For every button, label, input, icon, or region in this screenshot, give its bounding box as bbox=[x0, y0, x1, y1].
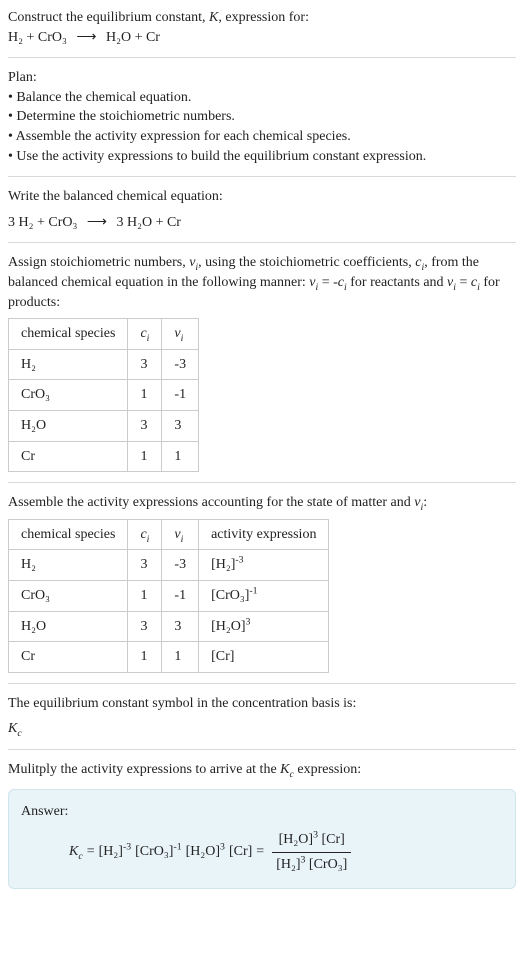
numerator: [H₂O]3 [Cr] bbox=[275, 830, 349, 852]
eq-left: H₂ + CrO₃ bbox=[8, 30, 67, 45]
cell: 3 bbox=[128, 410, 162, 441]
stoich-table-1: chemical species ci νi H₂ 3 -3 CrO₃ 1 -1… bbox=[8, 318, 199, 472]
equals: = bbox=[87, 842, 95, 862]
cell: 1 bbox=[128, 642, 162, 673]
table-row: H₂ 3 -3 [H₂]-3 bbox=[9, 550, 329, 581]
unbalanced-equation: H₂ + CrO₃ ⟶ H₂O + Cr bbox=[8, 28, 516, 48]
balanced-label: Write the balanced chemical equation: bbox=[8, 187, 516, 207]
cell: 1 bbox=[128, 441, 162, 472]
cell: -3 bbox=[162, 349, 199, 380]
balanced-equation: 3 H₂ + CrO₃ ⟶ 3 H₂O + Cr bbox=[8, 213, 516, 233]
arrow-icon: ⟶ bbox=[81, 213, 113, 233]
table-row: Cr 1 1 [Cr] bbox=[9, 642, 329, 673]
term: [CrO₃]-1 bbox=[135, 842, 182, 862]
kc-sub: c bbox=[17, 728, 21, 739]
cell: H₂O bbox=[9, 611, 128, 642]
fraction: [H₂O]3 [Cr] [H₂]3 [CrO₃] bbox=[272, 830, 351, 874]
cell: [CrO₃]-1 bbox=[199, 580, 329, 611]
cell: 3 bbox=[162, 410, 199, 441]
col-header: νi bbox=[162, 519, 199, 550]
cell: H₂ bbox=[9, 550, 128, 581]
table-row: H₂ 3 -3 bbox=[9, 349, 199, 380]
table-row: chemical species ci νi activity expressi… bbox=[9, 519, 329, 550]
eq-left: 3 H₂ + CrO₃ bbox=[8, 215, 77, 230]
cell: [H₂]-3 bbox=[199, 550, 329, 581]
act-base: [Cr] bbox=[211, 649, 234, 664]
divider bbox=[8, 176, 516, 177]
col-header: ci bbox=[128, 319, 162, 350]
cell: -1 bbox=[162, 580, 199, 611]
cell: 3 bbox=[128, 550, 162, 581]
act-exp: -3 bbox=[235, 555, 243, 566]
act-exp: 3 bbox=[246, 616, 251, 627]
plan-item: • Use the activity expressions to build … bbox=[8, 147, 516, 167]
intro-line: Construct the equilibrium constant, K, e… bbox=[8, 8, 516, 28]
act-base: [CrO₃] bbox=[211, 588, 249, 603]
col-header: νi bbox=[162, 319, 199, 350]
cell: Cr bbox=[9, 441, 128, 472]
assign-text: Assign stoichiometric numbers, νi, using… bbox=[8, 253, 516, 312]
term: [H₂]-3 bbox=[99, 842, 132, 862]
cell: 3 bbox=[162, 611, 199, 642]
cell: [H₂O]3 bbox=[199, 611, 329, 642]
act-base: [H₂] bbox=[211, 557, 235, 572]
act-base: [H₂O] bbox=[211, 619, 245, 634]
plan-title: Plan: bbox=[8, 68, 516, 88]
cell: 3 bbox=[128, 349, 162, 380]
eqconst-text: The equilibrium constant symbol in the c… bbox=[8, 694, 516, 714]
arrow-icon: ⟶ bbox=[70, 28, 102, 48]
cell: 1 bbox=[162, 642, 199, 673]
denominator: [H₂]3 [CrO₃] bbox=[272, 852, 351, 875]
cell: [Cr] bbox=[199, 642, 329, 673]
multiply-text: Mulitply the activity expressions to arr… bbox=[8, 760, 516, 780]
stoich-table-2: chemical species ci νi activity expressi… bbox=[8, 519, 329, 673]
col-header: activity expression bbox=[199, 519, 329, 550]
cell: H₂O bbox=[9, 410, 128, 441]
divider bbox=[8, 242, 516, 243]
term: [H₂O]3 bbox=[186, 842, 225, 862]
cell: 1 bbox=[128, 380, 162, 411]
table-row: H₂O 3 3 [H₂O]3 bbox=[9, 611, 329, 642]
plan-item: • Assemble the activity expression for e… bbox=[8, 127, 516, 147]
term: [Cr] bbox=[229, 842, 252, 862]
kc-lhs: Kc bbox=[69, 842, 83, 862]
final-formula: Kc = [H₂]-3 [CrO₃]-1 [H₂O]3 [Cr] = [H₂O]… bbox=[69, 830, 503, 874]
assemble-text: Assemble the activity expressions accoun… bbox=[8, 493, 516, 513]
kc-k: K bbox=[8, 721, 17, 736]
divider bbox=[8, 57, 516, 58]
table-row: CrO₃ 1 -1 [CrO₃]-1 bbox=[9, 580, 329, 611]
plan: Plan: • Balance the chemical equation. •… bbox=[8, 68, 516, 166]
col-header: ci bbox=[128, 519, 162, 550]
table-row: Cr 1 1 bbox=[9, 441, 199, 472]
cell: 1 bbox=[128, 580, 162, 611]
eq-right: H₂O + Cr bbox=[106, 30, 160, 45]
table-row: H₂O 3 3 bbox=[9, 410, 199, 441]
cell: 1 bbox=[162, 441, 199, 472]
cell: -3 bbox=[162, 550, 199, 581]
answer-label: Answer: bbox=[21, 802, 503, 822]
cell: CrO₃ bbox=[9, 380, 128, 411]
cell: -1 bbox=[162, 380, 199, 411]
intro-text: Construct the equilibrium constant, K, e… bbox=[8, 10, 309, 25]
eq-right: 3 H₂O + Cr bbox=[116, 215, 181, 230]
divider bbox=[8, 749, 516, 750]
cell: Cr bbox=[9, 642, 128, 673]
divider bbox=[8, 683, 516, 684]
table-row: chemical species ci νi bbox=[9, 319, 199, 350]
answer-box: Answer: Kc = [H₂]-3 [CrO₃]-1 [H₂O]3 [Cr]… bbox=[8, 789, 516, 889]
table-row: CrO₃ 1 -1 bbox=[9, 380, 199, 411]
col-header: chemical species bbox=[9, 519, 128, 550]
equals: = bbox=[256, 842, 264, 862]
kc-symbol: Kc bbox=[8, 719, 516, 739]
plan-item: • Balance the chemical equation. bbox=[8, 88, 516, 108]
col-header: chemical species bbox=[9, 319, 128, 350]
cell: CrO₃ bbox=[9, 580, 128, 611]
cell: 3 bbox=[128, 611, 162, 642]
cell: H₂ bbox=[9, 349, 128, 380]
divider bbox=[8, 482, 516, 483]
plan-item: • Determine the stoichiometric numbers. bbox=[8, 107, 516, 127]
act-exp: -1 bbox=[249, 585, 257, 596]
